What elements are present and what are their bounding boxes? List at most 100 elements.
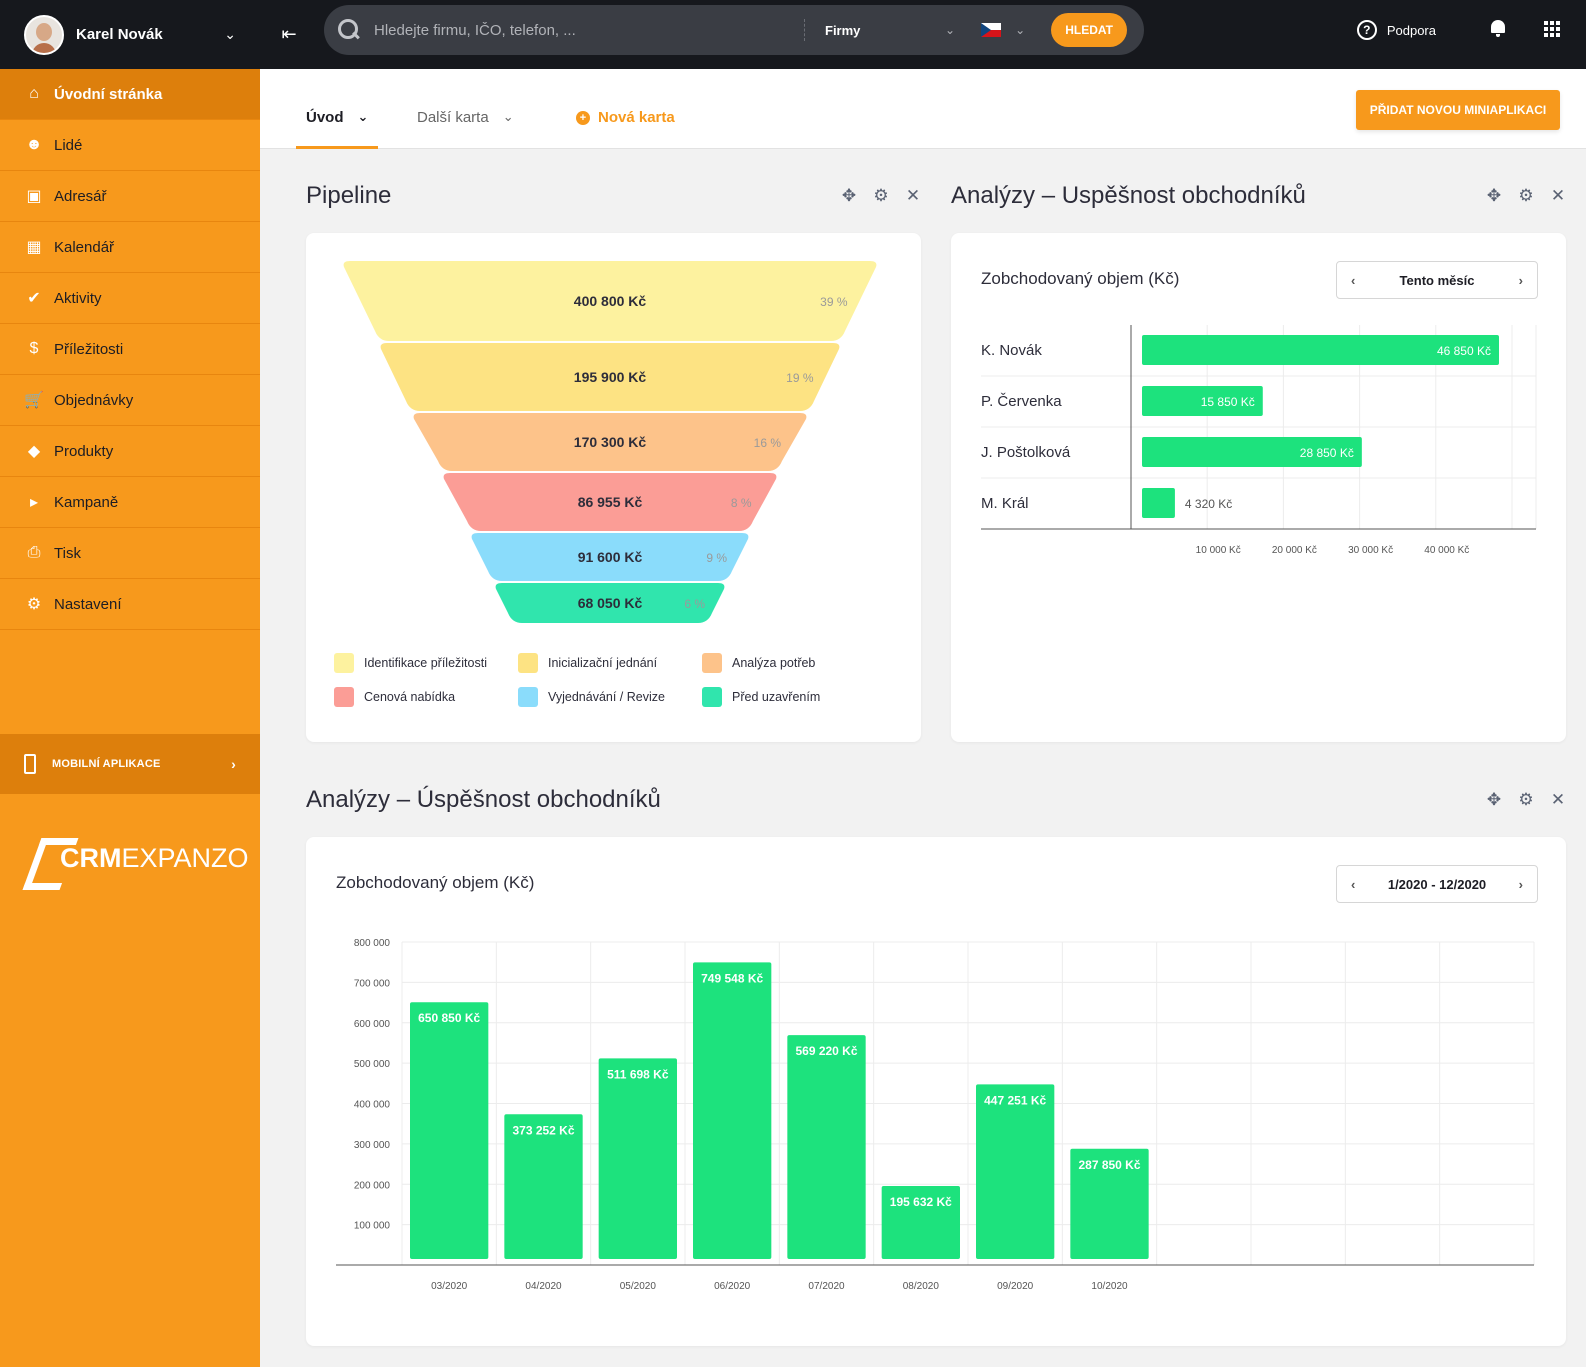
bar-value-label: 4 320 Kč [1185,497,1232,511]
funnel-value-label: 170 300 Kč [574,434,647,450]
funnel-segment [380,343,840,411]
period-selector: ‹ 1/2020 - 12/2020 › [1336,865,1538,903]
prev-period-button[interactable]: ‹ [1351,876,1356,892]
analysis-bottom-card: Zobchodovaný objem (Kč) ‹ 1/2020 - 12/20… [306,837,1566,1346]
move-icon[interactable]: ✥ [1486,186,1502,205]
bar-value-label: 650 850 Kč [418,1011,480,1025]
widget-tools: ✥ ⚙ ✕ [1485,790,1567,810]
funnel-value-label: 400 800 Kč [574,293,647,309]
legend-swatch [334,653,354,673]
search-button[interactable]: HLEDAT [1051,13,1128,47]
support-label: Podpora [1386,22,1436,38]
gear-icon[interactable]: ⚙ [1518,790,1534,809]
mobile-app-link[interactable]: MOBILNÍ APLIKACE › [0,734,260,794]
funnel-segment [495,583,725,623]
x-tick-label: 07/2020 [808,1281,845,1292]
apps-grid-icon[interactable] [1544,21,1560,37]
bar-category-label: P. Červenka [981,393,1062,410]
printer-icon: ⎙ [27,544,41,561]
sidebar-item-address-book[interactable]: ▣ Adresář [0,171,260,222]
move-icon[interactable]: ✥ [841,186,857,205]
chevron-down-icon[interactable]: ⌄ [1015,23,1026,37]
funnel-value-label: 86 955 Kč [578,494,643,510]
funnel-segment [413,413,807,471]
logo-expanzo: EXPANZO [121,842,249,873]
tab-label: Úvod [306,109,344,126]
bar [504,1114,583,1259]
search-input[interactable] [374,21,794,39]
sidebar-item-label: Kampaně [54,493,119,511]
bar [1142,488,1175,518]
legend-label: Inicializační jednání [548,656,658,670]
support-link[interactable]: ? Podpora [1356,20,1436,40]
legend-swatch [334,687,354,707]
x-tick-label: 06/2020 [714,1281,751,1292]
chevron-down-icon[interactable]: ⌄ [945,23,956,37]
funnel-segment [471,533,749,581]
legend-label: Identifikace příležitosti [364,656,487,670]
close-icon[interactable]: ✕ [905,186,921,205]
gear-icon[interactable]: ⚙ [873,186,889,205]
tab-dalsi-karta[interactable]: Další karta ⌄ [417,109,514,149]
x-tick-label: 30 000 Kč [1348,545,1393,556]
y-tick-label: 300 000 [354,1140,391,1151]
sidebar-item-campaigns[interactable]: ▸ Kampaně [0,477,260,528]
collapse-sidebar-icon[interactable]: ⇤ [281,24,297,44]
y-tick-label: 600 000 [354,1019,391,1030]
chevron-down-icon[interactable]: ⌄ [502,109,514,124]
sidebar-item-calendar[interactable]: ▦ Kalendář [0,222,260,273]
user-name: Karel Novák [76,26,163,43]
next-period-button[interactable]: › [1518,272,1523,288]
bell-icon[interactable] [1490,20,1506,38]
legend-swatch [702,653,722,673]
bar-value-label: 195 632 Kč [890,1195,952,1209]
gear-icon: ⚙ [26,596,42,613]
bar-category-label: J. Poštolková [981,444,1071,461]
bar-value-label: 569 220 Kč [795,1044,857,1058]
chevron-down-icon[interactable]: ⌄ [224,26,236,42]
next-period-button[interactable]: › [1518,876,1523,892]
sidebar-item-people[interactable]: ☻ Lidé [0,120,260,171]
close-icon[interactable]: ✕ [1550,186,1566,205]
sidebar-item-products[interactable]: ◆ Produkty [0,426,260,477]
tab-new[interactable]: + Nová karta [576,109,675,149]
bar [1070,1148,1149,1259]
funnel-percent-label: 6 % [684,597,705,611]
sidebar-item-opportunities[interactable]: $ Příležitosti [0,324,260,375]
funnel-percent-label: 9 % [706,551,727,565]
bar-category-label: K. Novák [981,342,1042,359]
legend-item: Identifikace příležitosti [334,653,518,673]
gear-icon[interactable]: ⚙ [1518,186,1534,205]
search-bar: Firmy ⌄ ⌄ HLEDAT [324,5,1144,55]
bar-value-label: 749 548 Kč [701,971,763,985]
x-tick-label: 04/2020 [525,1281,562,1292]
vertical-bar-chart: 100 000 200 000 300 000 400 000 500 000 600 0… [336,938,1535,1292]
sidebar-item-label: Příležitosti [54,340,124,358]
x-tick-label: 10 000 Kč [1196,545,1241,556]
sidebar-item-orders[interactable]: 🛒 Objednávky [0,375,260,426]
funnel-chart: 400 800 Kč 39 % 195 900 Kč 19 % 170 300 Kč 16… [343,261,877,623]
legend-swatch [702,687,722,707]
chevron-down-icon[interactable]: ⌄ [357,109,369,124]
czech-flag-icon[interactable] [981,23,1002,37]
legend-label: Vyjednávání / Revize [548,690,665,704]
diamond-icon: ◆ [27,443,41,460]
tab-uvod[interactable]: Úvod ⌄ [296,109,379,149]
period-selector: ‹ Tento měsíc › [1336,261,1538,299]
megaphone-icon: ▸ [29,494,39,511]
sidebar-item-activities[interactable]: ✔ Aktivity [0,273,260,324]
funnel-percent-label: 19 % [786,371,814,385]
funnel-percent-label: 16 % [754,436,782,450]
close-icon[interactable]: ✕ [1550,790,1566,809]
add-miniapp-button[interactable]: PŘIDAT NOVOU MINIAPLIKACI [1356,90,1560,130]
move-icon[interactable]: ✥ [1486,790,1502,809]
bar [1142,437,1362,467]
sidebar: Karel Novák ⌄ ⌂ Úvodní stránka ☻ Lidé ▣ Adr… [0,0,260,1367]
sidebar-item-settings[interactable]: ⚙ Nastavení [0,579,260,630]
sidebar-item-home[interactable]: ⌂ Úvodní stránka [0,69,260,120]
sidebar-item-print[interactable]: ⎙ Tisk [0,528,260,579]
prev-period-button[interactable]: ‹ [1351,272,1356,288]
search-category-select[interactable]: Firmy [825,22,861,38]
bar [410,1002,489,1259]
user-menu[interactable]: Karel Novák ⌄ [0,0,260,69]
